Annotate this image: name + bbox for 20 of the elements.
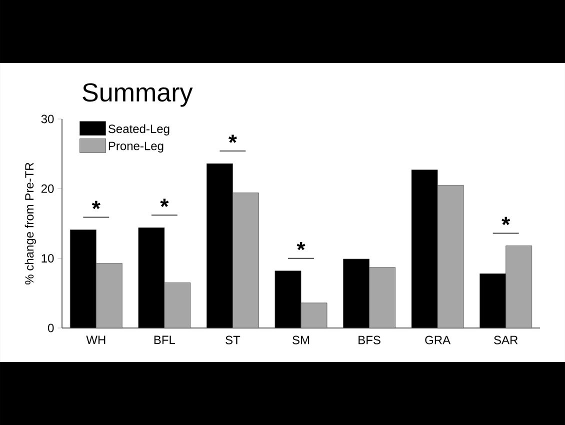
annotation: * (92, 200, 100, 210)
x-tick-label: SAR (494, 336, 518, 344)
annotation: * (160, 198, 169, 207)
legend-label: Prone-Leg (108, 142, 164, 153)
x-tick-label: BFS (358, 336, 380, 344)
x-tick-label: SM (292, 336, 310, 344)
annotation: * (228, 134, 237, 143)
legend-label: Seated-Leg (108, 124, 170, 136)
annotation: * (502, 216, 510, 226)
chart-title: Summary (82, 83, 193, 107)
x-tick-label: BFL (154, 336, 176, 344)
annotation: * (296, 242, 306, 250)
x-tick-label: WH (86, 336, 106, 344)
y-tick-label: 0 (48, 324, 54, 332)
y-tick-label: 30 (41, 114, 54, 124)
y-tick-label: 20 (41, 184, 54, 193)
x-tick-label: GRA (425, 336, 451, 344)
x-tick-label: ST (226, 336, 240, 344)
y-tick-label: 10 (42, 254, 54, 263)
y-axis-title: % change from Pre-TR (24, 162, 36, 284)
